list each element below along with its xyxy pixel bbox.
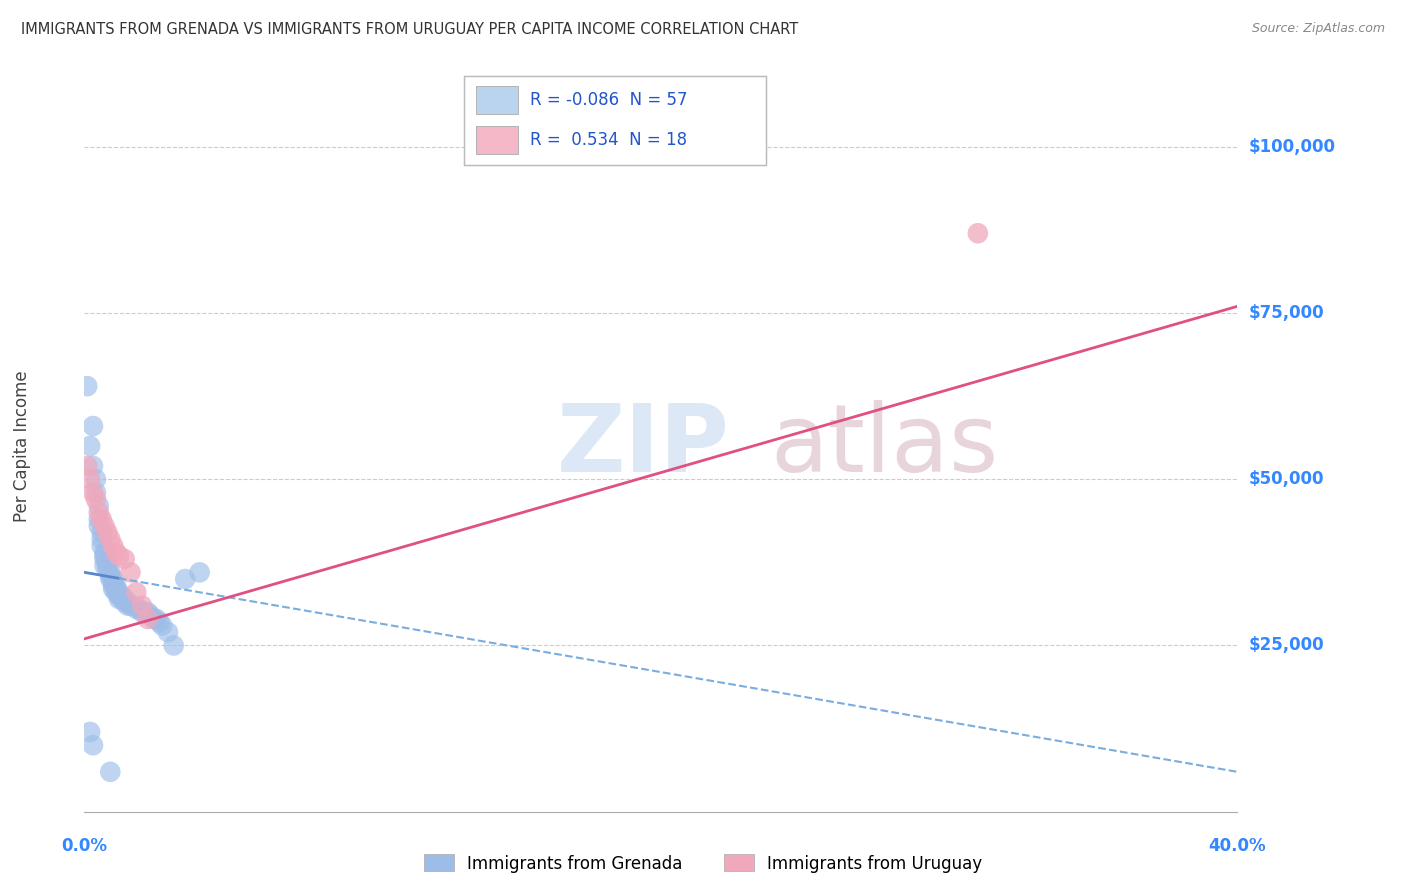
Text: R = -0.086  N = 57: R = -0.086 N = 57 — [530, 91, 688, 109]
Text: $75,000: $75,000 — [1249, 304, 1324, 322]
Point — [103, 575, 124, 590]
Point — [111, 589, 134, 603]
Point — [103, 579, 124, 593]
Point — [125, 585, 148, 599]
Point — [76, 458, 98, 473]
Text: $100,000: $100,000 — [1249, 137, 1336, 156]
Point — [98, 532, 121, 546]
Text: $50,000: $50,000 — [1249, 470, 1324, 488]
Point — [90, 525, 112, 540]
Point — [105, 582, 128, 596]
Point — [82, 419, 104, 434]
Point — [87, 512, 110, 526]
Point — [136, 605, 159, 619]
Point — [79, 439, 101, 453]
Point — [105, 585, 128, 599]
Point — [98, 764, 121, 779]
Text: $25,000: $25,000 — [1249, 637, 1324, 655]
Point — [174, 572, 197, 586]
Point — [93, 552, 115, 566]
Point — [108, 549, 131, 563]
Point — [117, 599, 139, 613]
Point — [131, 599, 153, 613]
Point — [98, 568, 121, 582]
Point — [93, 549, 115, 563]
Point — [145, 612, 167, 626]
Point — [103, 539, 124, 553]
Text: 0.0%: 0.0% — [62, 837, 107, 855]
Point — [108, 585, 131, 599]
Point — [108, 591, 131, 606]
Point — [131, 605, 153, 619]
Point — [111, 591, 134, 606]
Bar — [477, 86, 519, 114]
Point — [967, 226, 990, 240]
Point — [82, 738, 104, 752]
Point — [139, 608, 162, 623]
Text: R =  0.534  N = 18: R = 0.534 N = 18 — [530, 131, 688, 149]
Point — [148, 615, 170, 630]
Point — [82, 485, 104, 500]
Point — [96, 558, 118, 573]
Point — [134, 605, 156, 619]
Point — [84, 485, 107, 500]
Point — [122, 599, 145, 613]
Point — [108, 589, 131, 603]
Point — [136, 612, 159, 626]
Point — [188, 566, 211, 580]
Text: ZIP: ZIP — [557, 400, 730, 492]
Point — [87, 506, 110, 520]
Point — [96, 525, 118, 540]
Text: Source: ZipAtlas.com: Source: ZipAtlas.com — [1251, 22, 1385, 36]
Point — [96, 555, 118, 569]
Point — [93, 558, 115, 573]
Point — [103, 582, 124, 596]
Point — [120, 566, 142, 580]
Point — [82, 458, 104, 473]
Point — [125, 602, 148, 616]
Point — [114, 595, 136, 609]
Point — [87, 518, 110, 533]
Point — [98, 572, 121, 586]
Point — [128, 602, 150, 616]
Text: IMMIGRANTS FROM GRENADA VS IMMIGRANTS FROM URUGUAY PER CAPITA INCOME CORRELATION: IMMIGRANTS FROM GRENADA VS IMMIGRANTS FR… — [21, 22, 799, 37]
Point — [117, 595, 139, 609]
Text: atlas: atlas — [770, 400, 998, 492]
Point — [98, 566, 121, 580]
Point — [90, 539, 112, 553]
Point — [93, 518, 115, 533]
Point — [120, 599, 142, 613]
Point — [79, 725, 101, 739]
Point — [105, 545, 128, 559]
Point — [114, 552, 136, 566]
Point — [142, 612, 165, 626]
Point — [84, 492, 107, 507]
Point — [87, 499, 110, 513]
Legend: Immigrants from Grenada, Immigrants from Uruguay: Immigrants from Grenada, Immigrants from… — [418, 847, 988, 880]
Point — [79, 472, 101, 486]
Point — [150, 618, 173, 632]
Point — [76, 379, 98, 393]
Bar — [477, 126, 519, 154]
Point — [163, 639, 186, 653]
Point — [90, 532, 112, 546]
Text: Per Capita Income: Per Capita Income — [13, 370, 31, 522]
Point — [96, 562, 118, 576]
Point — [105, 579, 128, 593]
Point — [90, 512, 112, 526]
Point — [103, 572, 124, 586]
Point — [156, 625, 179, 640]
Point — [84, 472, 107, 486]
Text: 40.0%: 40.0% — [1209, 837, 1265, 855]
Point — [114, 591, 136, 606]
Point — [93, 545, 115, 559]
